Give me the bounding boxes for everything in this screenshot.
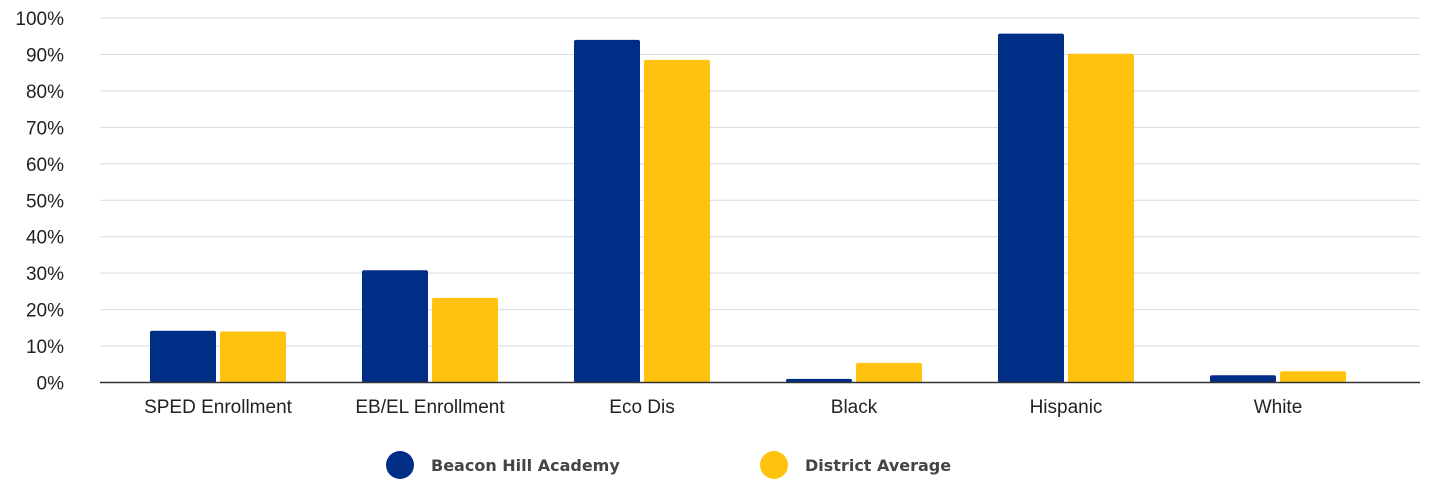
bar-beacon-hill-academy bbox=[362, 270, 428, 383]
x-category-label: EB/EL Enrollment bbox=[355, 397, 505, 418]
bar-beacon-hill-academy bbox=[1210, 375, 1276, 383]
y-tick-label: 100% bbox=[15, 9, 64, 30]
y-tick-label: 60% bbox=[26, 155, 64, 176]
legend: Beacon Hill Academy District Average bbox=[386, 451, 951, 479]
bar-beacon-hill-academy bbox=[574, 39, 640, 383]
legend-label: District Average bbox=[805, 456, 951, 475]
y-tick-label: 70% bbox=[26, 118, 64, 139]
y-tick-label: 30% bbox=[26, 264, 64, 285]
y-tick-label: 80% bbox=[26, 82, 64, 103]
x-category-label: Eco Dis bbox=[609, 397, 674, 418]
legend-swatch bbox=[386, 451, 414, 479]
bar-district-average bbox=[1280, 371, 1346, 383]
bar-beacon-hill-academy bbox=[998, 33, 1064, 383]
y-tick-label: 0% bbox=[37, 374, 65, 395]
bar-district-average bbox=[644, 59, 710, 383]
bar-district-average bbox=[220, 331, 286, 383]
y-axis: 0% 10% 20% 30% 40% 50% 60% 70% 80% 90% 100% bbox=[15, 9, 64, 395]
bars bbox=[150, 33, 1346, 383]
x-category-label: SPED Enrollment bbox=[144, 397, 293, 418]
bar-district-average bbox=[856, 362, 922, 383]
legend-swatch bbox=[760, 451, 788, 479]
y-tick-label: 40% bbox=[26, 228, 64, 249]
legend-label: Beacon Hill Academy bbox=[431, 456, 620, 475]
x-axis: SPED Enrollment EB/EL Enrollment Eco Dis Bl… bbox=[144, 397, 1302, 418]
bar-beacon-hill-academy bbox=[150, 330, 216, 383]
x-category-label: White bbox=[1254, 397, 1303, 418]
bar-district-average bbox=[432, 297, 498, 383]
bar-beacon-hill-academy bbox=[786, 378, 852, 383]
x-category-label: Black bbox=[831, 397, 878, 418]
y-tick-label: 50% bbox=[26, 191, 64, 212]
y-tick-label: 90% bbox=[26, 45, 64, 66]
x-category-label: Hispanic bbox=[1030, 397, 1103, 418]
bar-district-average bbox=[1068, 53, 1134, 383]
gridlines bbox=[100, 17, 1420, 347]
y-tick-label: 10% bbox=[26, 337, 64, 358]
y-tick-label: 20% bbox=[26, 301, 64, 322]
